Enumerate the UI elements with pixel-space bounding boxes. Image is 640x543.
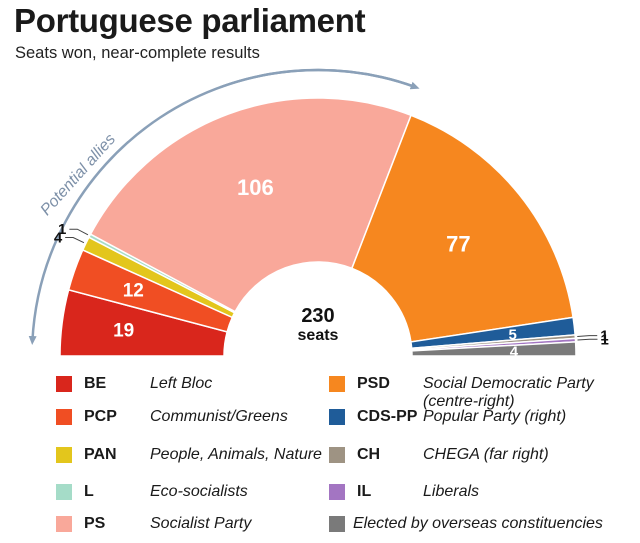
leader-line-il <box>577 338 598 341</box>
legend-item-overseas: Elected by overseas constituencies <box>329 513 639 533</box>
legend-swatch <box>329 516 345 532</box>
chart-slices <box>59 97 598 357</box>
slice-ps <box>89 97 412 313</box>
legend-abbr: PAN <box>84 446 117 463</box>
slice-label-pcp: 12 <box>123 280 144 301</box>
legend-item-ch: CH CHEGA (far right) <box>329 444 640 466</box>
legend-abbr: PCP <box>84 408 117 425</box>
legend-abbr: IL <box>357 483 372 500</box>
leader-line-pan <box>65 237 85 244</box>
legend-abbr: BE <box>84 375 107 392</box>
legend-desc: Social Democratic Party (centre-right) <box>423 375 594 410</box>
slice-label-cds-pp: 5 <box>509 326 517 343</box>
slice-label-pan: 4 <box>54 230 63 247</box>
legend-abbr: CDS-PP <box>357 408 418 425</box>
leader-line-l <box>69 228 89 236</box>
legend-swatch <box>56 484 72 500</box>
legend-swatch <box>329 447 345 463</box>
legend-desc: Left Bloc <box>150 375 213 392</box>
slice-psd <box>350 114 574 343</box>
legend-swatch <box>329 484 345 500</box>
legend-swatch <box>56 409 72 425</box>
legend-desc: CHEGA (far right) <box>423 446 549 463</box>
legend-swatch <box>56 447 72 463</box>
slice-label-il: 1 <box>600 331 608 348</box>
legend-abbr: CH <box>357 446 381 463</box>
slice-label-l: 1 <box>58 221 66 238</box>
slice-label-overseas: 4 <box>510 344 519 361</box>
total-seats-unit: seats <box>298 327 339 344</box>
total-seats-value: 230 <box>301 305 334 327</box>
legend-item-psd: PSD Social Democratic Party (centre-right… <box>329 373 640 411</box>
legend-item-il: IL Liberals <box>329 481 640 503</box>
legend-abbr: L <box>84 483 94 500</box>
slice-label-ps: 106 <box>237 175 274 200</box>
legend-desc: Eco-socialists <box>150 483 248 500</box>
chart-title: Portuguese parliament <box>14 2 366 39</box>
leader-line-ch <box>577 335 598 337</box>
legend-desc: Elected by overseas constituencies <box>353 515 603 532</box>
legend-desc: Socialist Party <box>150 515 252 532</box>
legend-item-pcp: PCP Communist/Greens <box>56 406 350 428</box>
legend-item-cds-pp: CDS-PP Popular Party (right) <box>329 406 640 428</box>
legend-swatch <box>329 376 345 392</box>
legend-swatch <box>56 516 72 532</box>
chart-subtitle: Seats won, near-complete results <box>15 44 260 62</box>
legend-item-be: BE Left Bloc <box>56 373 350 395</box>
legend-desc: Communist/Greens <box>150 408 288 425</box>
legend-swatch <box>56 376 72 392</box>
legend-desc: People, Animals, Nature <box>150 446 322 463</box>
legend-item-ps: PS Socialist Party <box>56 513 350 535</box>
legend-abbr: PSD <box>357 375 390 392</box>
legend-abbr: PS <box>84 515 106 532</box>
legend-item-pan: PAN People, Animals, Nature <box>56 444 350 466</box>
allies-annotation-text: Potential allies <box>37 131 119 219</box>
slice-label-be: 19 <box>113 321 134 342</box>
legend-desc: Popular Party (right) <box>423 408 567 425</box>
slice-label-ch: 1 <box>600 328 608 345</box>
allies-arrow-right <box>219 68 420 90</box>
legend-desc: Liberals <box>423 483 480 500</box>
slice-label-psd: 77 <box>446 231 470 256</box>
legend-item-l: L Eco-socialists <box>56 481 350 503</box>
slice-overseas <box>411 341 577 357</box>
legend-swatch <box>329 409 345 425</box>
